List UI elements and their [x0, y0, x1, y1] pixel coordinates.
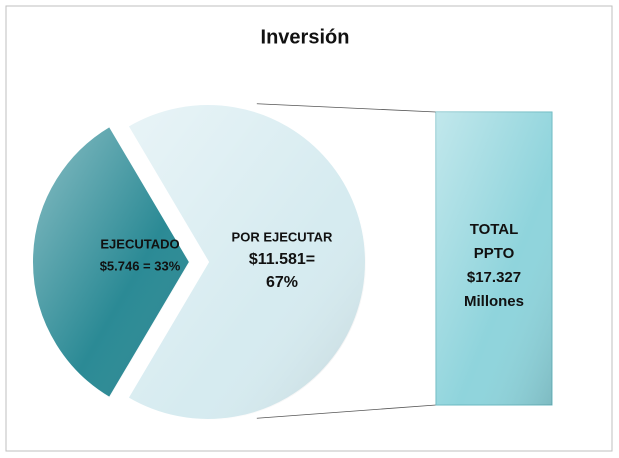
connector	[256, 103, 437, 113]
slice-label: POR EJECUTAR	[232, 229, 333, 244]
connector	[256, 404, 437, 419]
chart-title: Inversión	[261, 26, 350, 48]
slice-shine	[127, 104, 366, 421]
value-label: $11.581=	[249, 251, 315, 268]
value-label: 67%	[266, 274, 298, 291]
total-label: TOTAL	[470, 221, 519, 238]
total-label: Millones	[464, 293, 524, 310]
total-label: PPTO	[474, 245, 515, 262]
value-label: $5.746 = 33%	[100, 258, 181, 273]
total-label: $17.327	[467, 269, 521, 286]
slice-label: EJECUTADO	[100, 236, 179, 251]
slice-shine	[31, 126, 190, 398]
total-bar-shine	[436, 112, 552, 405]
